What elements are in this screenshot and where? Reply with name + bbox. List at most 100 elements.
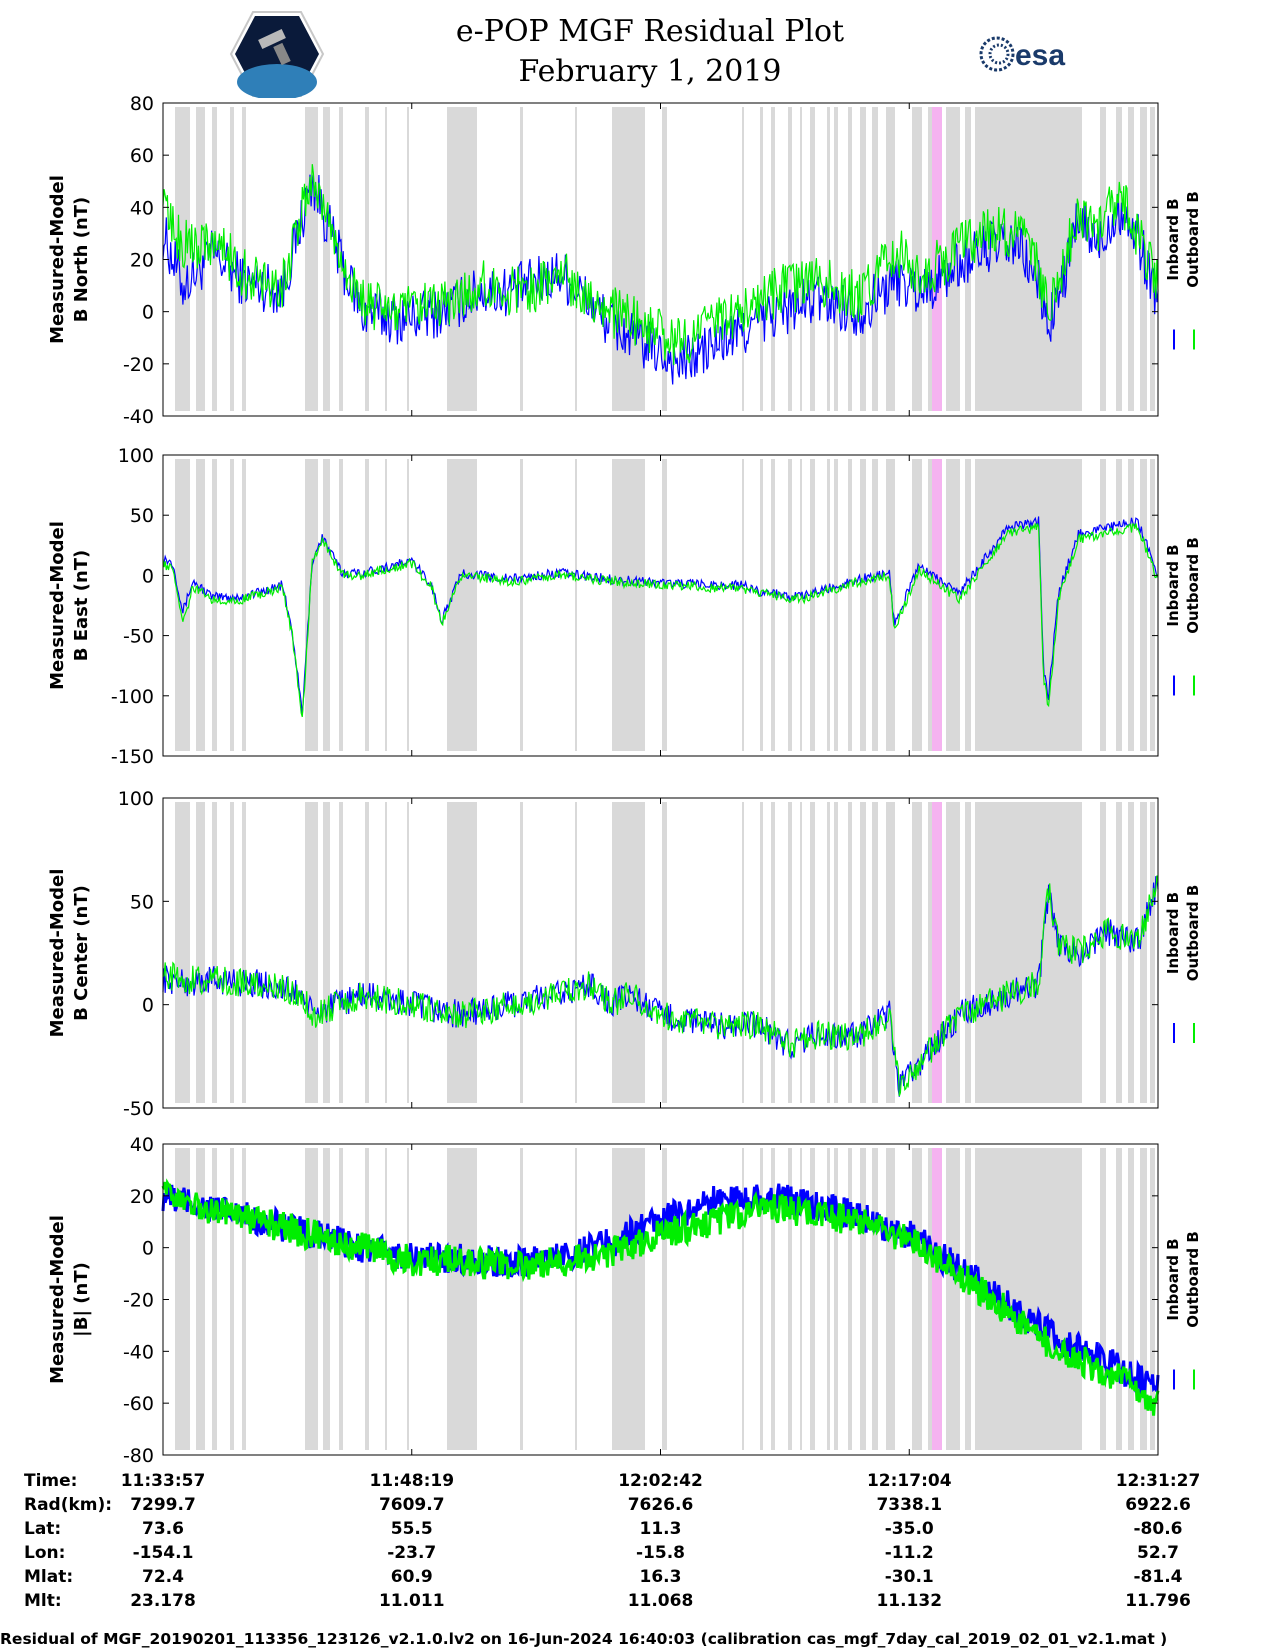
data-gap-band xyxy=(212,802,217,1103)
info-cell: 60.9 xyxy=(391,1567,433,1587)
data-gap-band xyxy=(230,459,234,751)
data-gap-band xyxy=(771,1148,775,1450)
data-gap-band xyxy=(339,1148,343,1450)
data-gap-band xyxy=(1128,107,1134,411)
series-line-inboard-b xyxy=(162,164,1159,366)
y-axis-label-line1: Measured-Model xyxy=(47,175,68,344)
data-gap-band xyxy=(175,1148,190,1450)
info-cell: 55.5 xyxy=(391,1519,433,1539)
data-gap-band xyxy=(323,107,330,411)
info-row-label: Mlat: xyxy=(24,1567,73,1587)
data-gap-band xyxy=(872,1148,878,1450)
highlight-band xyxy=(932,802,942,1103)
y-axis-label-line2: B North (nT) xyxy=(71,197,92,323)
data-gap-band xyxy=(928,802,932,1103)
data-gap-band xyxy=(1150,802,1155,1103)
data-gap-band xyxy=(1116,459,1122,751)
data-gap-band xyxy=(946,802,960,1103)
chart-date: February 1, 2019 xyxy=(518,54,782,89)
data-gap-band xyxy=(323,459,330,751)
data-gap-band xyxy=(447,1148,477,1450)
y-tick-label: 0 xyxy=(142,302,154,324)
data-gap-band xyxy=(827,1148,830,1450)
data-gap-band xyxy=(742,459,744,751)
data-gap-band xyxy=(810,107,815,411)
data-gap-band xyxy=(834,1148,838,1450)
data-gap-band xyxy=(520,459,523,751)
data-gap-band xyxy=(834,459,838,751)
data-gap-band xyxy=(1116,107,1122,411)
series-line-inboard-b xyxy=(162,523,1159,718)
data-gap-band xyxy=(771,459,775,751)
data-gap-band xyxy=(1140,802,1147,1103)
y-axis-label: Measured-Model B Center (nT) xyxy=(47,869,92,1038)
series-line-outboard-b xyxy=(163,516,1159,716)
data-gap-band xyxy=(872,802,878,1103)
data-gap-band xyxy=(860,1148,866,1450)
info-cell: 73.6 xyxy=(142,1519,184,1539)
data-gap-band xyxy=(1116,1148,1122,1450)
data-gap-band xyxy=(1140,1148,1147,1450)
data-gap-band xyxy=(912,459,922,751)
x-axis-info-table: Time: Rad(km): Lat: Lon: Mlat: Mlt: 11:33:57 72… xyxy=(24,1471,1200,1611)
y-tick-label: 80 xyxy=(130,93,154,115)
data-gap-band xyxy=(323,802,330,1103)
legend-outboard-label: Outboard B xyxy=(1184,537,1202,634)
info-cell: 11.132 xyxy=(876,1591,942,1611)
data-gap-band xyxy=(886,459,895,751)
data-gap-band xyxy=(800,802,802,1103)
data-gap-band xyxy=(760,107,763,411)
series-line-inboard-b xyxy=(162,875,1159,1097)
panel-4: 40 20 0 -20 -40 -60 -80 Measured-Model |B| (nT) I… xyxy=(47,1134,1202,1467)
highlight-band xyxy=(932,1148,942,1450)
data-gap-band xyxy=(860,107,866,411)
data-gap-band xyxy=(834,802,838,1103)
data-gap-band xyxy=(965,802,971,1103)
data-gap-band xyxy=(447,459,477,751)
data-gap-band xyxy=(788,459,792,751)
y-tick-label: -150 xyxy=(111,746,154,768)
y-tick-label: -50 xyxy=(123,1098,154,1120)
data-gap-band xyxy=(662,459,667,751)
legend-inboard-label: Inboard B xyxy=(1164,544,1182,626)
data-gap-band xyxy=(800,1148,802,1450)
data-gap-band xyxy=(965,459,971,751)
data-gap-band xyxy=(575,107,577,411)
data-gap-band xyxy=(662,1148,667,1450)
data-gap-band xyxy=(365,802,369,1103)
data-gap-band xyxy=(975,802,1082,1103)
data-gap-band xyxy=(1140,459,1147,751)
info-cell: 11.796 xyxy=(1125,1591,1191,1611)
y-tick-label: 0 xyxy=(142,565,154,587)
data-gap-band xyxy=(1150,459,1155,751)
data-gap-band xyxy=(385,802,387,1103)
info-cell: 11.3 xyxy=(640,1519,682,1539)
esa-logo-text: esa xyxy=(1015,39,1065,72)
chart-title: e-POP MGF Residual Plot xyxy=(455,14,845,49)
legend: Inboard B Outboard B xyxy=(1164,1231,1202,1328)
data-gap-band xyxy=(872,459,878,751)
data-gap-band xyxy=(760,459,763,751)
data-gap-band xyxy=(800,107,802,411)
data-gap-band xyxy=(886,1148,895,1450)
info-cell: 11.011 xyxy=(379,1591,445,1611)
data-gap-band xyxy=(771,802,775,1103)
data-gap-band xyxy=(1100,459,1106,751)
time-tick-label: 12:02:42 xyxy=(618,1471,703,1491)
info-cell: 7626.6 xyxy=(628,1495,694,1515)
data-gap-band xyxy=(946,1148,960,1450)
y-axis-label-line1: Measured-Model xyxy=(47,1215,68,1384)
data-gap-band xyxy=(385,1148,387,1450)
y-tick-label: -50 xyxy=(123,626,154,648)
y-tick-label: 50 xyxy=(130,505,154,527)
data-gap-band xyxy=(834,107,838,411)
data-gap-band xyxy=(872,107,878,411)
data-gap-band xyxy=(886,107,895,411)
data-gap-band xyxy=(323,1148,330,1450)
legend-inboard-label: Inboard B xyxy=(1164,1238,1182,1320)
data-gap-band xyxy=(946,107,960,411)
data-gap-band xyxy=(242,1148,246,1450)
data-gap-band xyxy=(975,459,1082,751)
data-gap-band xyxy=(230,1148,234,1450)
y-tick-label: -40 xyxy=(123,406,154,428)
